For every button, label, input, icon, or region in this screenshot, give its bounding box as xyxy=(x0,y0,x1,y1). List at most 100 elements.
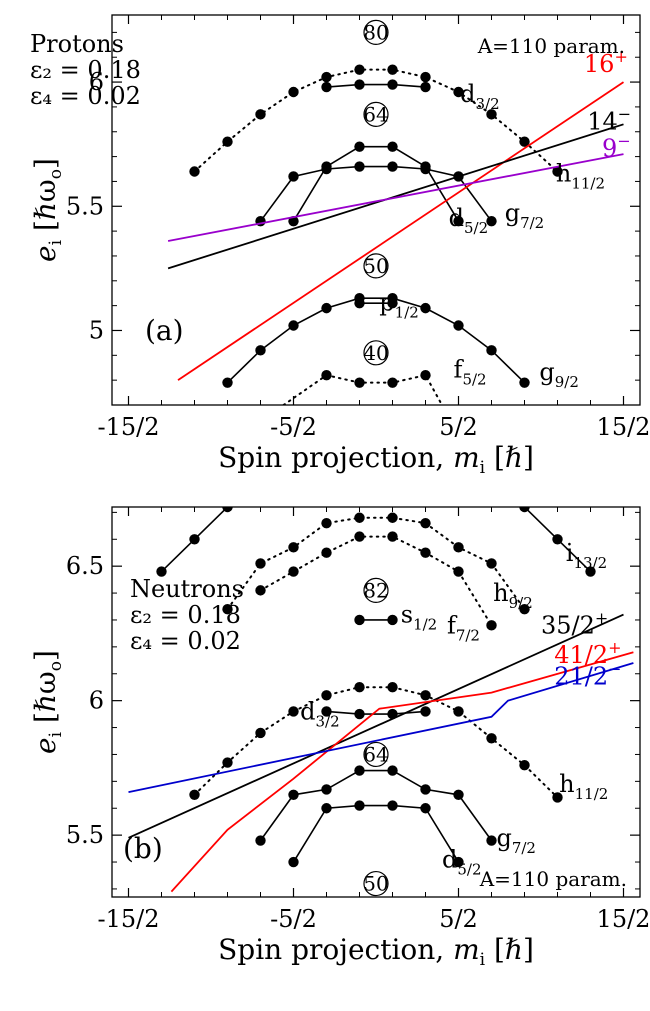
magic-number-circle xyxy=(363,577,389,603)
orbital-label: p1/2 xyxy=(379,289,419,322)
orbital-label: d5/2 xyxy=(449,204,489,237)
orbital-point xyxy=(519,604,530,615)
orbital-point xyxy=(486,215,497,227)
orbital-point xyxy=(222,507,233,513)
orbital-label: h9/2 xyxy=(493,579,533,612)
orbital-line xyxy=(226,297,526,384)
orbital-point xyxy=(321,517,332,529)
y-tick-label: 5.5 xyxy=(66,192,104,220)
orbital-point xyxy=(321,81,332,93)
orbital-point xyxy=(453,320,464,331)
config-line-label: 16+ xyxy=(584,47,628,78)
magic-number-circle xyxy=(363,253,389,279)
orbital-point xyxy=(189,534,200,545)
orbital-point xyxy=(321,784,332,795)
orbital-point xyxy=(420,706,431,717)
magic-number-circle xyxy=(363,101,389,127)
magic-number-circle xyxy=(363,741,389,768)
orbital-point xyxy=(420,517,431,529)
orbital-point xyxy=(354,161,365,172)
orbital-point xyxy=(585,566,596,577)
x-axis-label: Spin projection, mi [ℏ] xyxy=(218,933,534,970)
magic-number-circle xyxy=(363,340,389,366)
orbital-point xyxy=(288,789,299,800)
param-label: A=110 param. xyxy=(477,34,625,58)
orbital-point xyxy=(255,558,266,569)
panel-protons: -15/2 -5/2 5/2 15/2 5 5.5 6 Spin projection, mi… xyxy=(29,14,650,478)
orbital-point xyxy=(420,71,431,83)
orbital-label: i13/2 xyxy=(566,539,607,572)
config-line xyxy=(128,613,624,839)
orbital-point xyxy=(486,733,497,744)
x-tick-label: 5/2 xyxy=(439,413,478,441)
orbital-point xyxy=(354,708,365,720)
orbital-point xyxy=(420,81,431,93)
epsilon2: ε₂ = 0.18 xyxy=(30,56,141,84)
orbital-point xyxy=(420,302,431,314)
orbital-point xyxy=(552,166,563,177)
x-tick-label: -5/2 xyxy=(270,905,317,933)
orbital-point xyxy=(321,71,332,83)
orbital-label: g9/2 xyxy=(539,358,579,391)
y-tick-label: 6 xyxy=(89,68,104,96)
orbital-point xyxy=(288,856,299,868)
orbital-point xyxy=(420,161,431,172)
orbital-label: g7/2 xyxy=(496,824,536,857)
config-line xyxy=(167,123,624,270)
orbital-point xyxy=(321,369,332,381)
y-axis-label: ei [ℏωo] xyxy=(29,158,66,262)
orbital-point xyxy=(354,79,365,90)
orbital-label: h11/2 xyxy=(556,159,605,192)
orbital-point xyxy=(288,542,299,553)
orbital-point xyxy=(453,542,464,553)
magic-number-circle xyxy=(363,870,389,897)
orbital-point xyxy=(288,171,299,182)
orbital-label: g7/2 xyxy=(505,199,545,232)
orbital-point xyxy=(255,585,266,596)
orbital-point xyxy=(387,141,398,152)
orbital-point xyxy=(321,547,332,558)
panel-label: (b) xyxy=(123,832,163,865)
x-tick-label: -5/2 xyxy=(270,413,317,441)
orbital-point xyxy=(486,620,497,631)
orbital-point xyxy=(354,141,365,152)
orbital-point xyxy=(222,757,233,768)
orbital-point xyxy=(255,835,266,846)
magic-number: 50 xyxy=(363,872,388,896)
orbital-point xyxy=(354,765,365,776)
orbital-point xyxy=(453,706,464,717)
orbital-point xyxy=(354,531,365,542)
magic-number: 50 xyxy=(363,254,388,278)
plot-area xyxy=(128,507,634,893)
orbital-point xyxy=(519,136,530,147)
orbital-point xyxy=(453,856,464,868)
orbital-point xyxy=(420,547,431,558)
orbital-point xyxy=(321,690,332,701)
config-line-label: 14− xyxy=(587,104,631,135)
x-tick-label: 5/2 xyxy=(439,905,478,933)
orbital-point xyxy=(255,345,266,356)
orbital-point xyxy=(288,706,299,717)
epsilon2: ε₂ = 0.18 xyxy=(130,601,241,629)
x-tick-label: -15/2 xyxy=(97,905,159,933)
orbital-point xyxy=(354,297,365,309)
orbital-line xyxy=(292,145,460,222)
magic-number: 80 xyxy=(363,20,388,44)
orbital-point xyxy=(222,377,233,388)
y-tick-label: 6 xyxy=(89,687,104,715)
x-tick-label: -15/2 xyxy=(97,413,159,441)
magic-number: 82 xyxy=(363,578,388,602)
orbital-line xyxy=(326,83,426,88)
orbital-point xyxy=(222,136,233,147)
orbital-point xyxy=(420,369,431,381)
y-tick-label: 5.5 xyxy=(66,821,104,849)
orbital-point xyxy=(486,345,497,356)
epsilon4: ε₄ = 0.02 xyxy=(30,82,141,110)
orbital-point xyxy=(354,614,365,626)
orbital-line xyxy=(259,165,493,222)
orbital-point xyxy=(255,727,266,739)
orbital-point xyxy=(387,297,398,309)
orbital-point xyxy=(321,803,332,814)
x-tick-label: 15/2 xyxy=(597,413,650,441)
